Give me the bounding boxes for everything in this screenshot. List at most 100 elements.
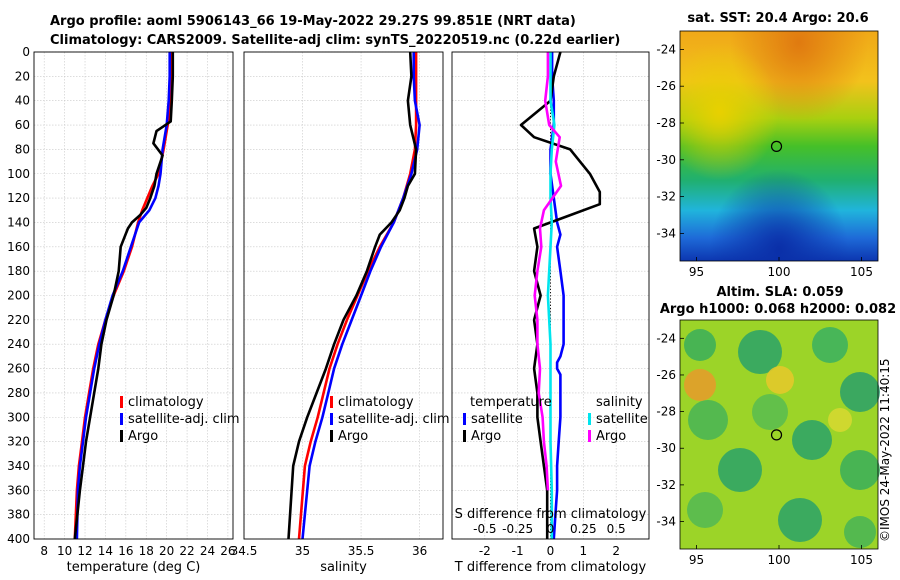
x-tick-label: 14	[98, 544, 113, 558]
y-tick-label: 80	[15, 142, 30, 156]
argo-location-marker	[770, 429, 783, 441]
y-tick-label: 380	[7, 508, 30, 522]
top-x-tick-label: -0.5	[473, 522, 496, 536]
y-tick-label: 200	[7, 289, 30, 303]
map-y-tick-label: -34	[656, 515, 676, 529]
top-x-tick-label: 0.5	[607, 522, 626, 536]
legend-swatch-s-argo	[588, 430, 591, 442]
y-tick-label: 360	[7, 483, 30, 497]
temperature-profile-panel: 0 20 40 60 80 100 120 140 160 180 200 220 240 260 280 3…	[7, 45, 235, 575]
y-tick-label: 400	[7, 532, 30, 546]
legend-label-argo: Argo	[128, 429, 158, 444]
sst-map-title: sat. SST: 20.4 Argo: 20.6	[687, 11, 868, 26]
sst-map	[679, 30, 879, 262]
y-tick-label: 60	[15, 118, 30, 132]
legend-label-temperature: temperature	[470, 395, 552, 410]
series-line-salinity-satellite	[546, 52, 556, 539]
salinity-profile-panel: 34.5 35 35.5 36 salinity	[231, 51, 444, 575]
x-tick-label: 34.5	[231, 544, 258, 558]
map-y-tick-label: -34	[656, 226, 676, 240]
map-x-tick-label: 100	[768, 553, 791, 567]
series-line-argo	[287, 52, 418, 539]
y-tick-label: 320	[7, 435, 30, 449]
series-line-satellite-adj-clim	[301, 52, 421, 539]
map-y-tick-label: -32	[656, 190, 676, 204]
y-tick-label: 120	[7, 191, 30, 205]
legend-swatch-t-argo	[463, 430, 466, 442]
map-y-tick-label: -28	[656, 405, 676, 419]
axes-frame	[243, 51, 444, 540]
legend-label-s-argo: Argo	[596, 429, 626, 444]
x-tick-label: -2	[479, 544, 491, 558]
y-tick-label: 160	[7, 240, 30, 254]
temperature-legend: climatology satellite-adj. clim Argo	[120, 395, 240, 444]
legend-label-climatology: climatology	[338, 395, 414, 410]
sla-map-subtitle: Argo h1000: 0.068 h2000: 0.082	[660, 302, 896, 317]
map-y-tick-label: -30	[656, 153, 676, 167]
map-x-tick-label: 105	[850, 553, 873, 567]
x-tick-label: 18	[139, 544, 154, 558]
map-y-tick-label: -24	[656, 42, 676, 56]
y-tick-label: 260	[7, 362, 30, 376]
argo-location-marker	[770, 140, 783, 152]
axes-frame	[33, 51, 234, 540]
x-axis-label: salinity	[320, 560, 367, 575]
x-axis-label: temperature (deg C)	[67, 560, 201, 575]
map-y-tick-label: -26	[656, 368, 676, 382]
top-x-axis-label: S difference from climatology	[455, 507, 647, 522]
y-tick-label: 20	[15, 69, 30, 83]
y-tick-label: 300	[7, 410, 30, 424]
legend-swatch-satellite-clim	[330, 413, 333, 425]
legend-label-satellite-clim: satellite-adj. clim	[338, 412, 450, 427]
legend-label-climatology: climatology	[128, 395, 204, 410]
top-x-tick-label: 0.25	[570, 522, 597, 536]
x-tick-label: 20	[159, 544, 174, 558]
sla-anomaly-blob	[844, 516, 876, 548]
map-y-tick-label: -28	[656, 116, 676, 130]
sla-anomaly-blob	[752, 394, 788, 430]
map-y-tick-label: -26	[656, 79, 676, 93]
x-tick-label: 24	[200, 544, 215, 558]
x-axis-label: T difference from climatology	[454, 560, 647, 575]
x-tick-label: 35	[295, 544, 310, 558]
y-tick-label: 240	[7, 337, 30, 351]
series-line-temperature-argo	[519, 52, 602, 539]
legend-swatch-climatology	[330, 396, 333, 408]
sla-anomaly-blob	[812, 327, 848, 363]
map-x-tick-label: 105	[850, 265, 873, 279]
x-tick-label: 0	[547, 544, 555, 558]
sla-anomaly-blob	[840, 450, 880, 490]
y-tick-label: 340	[7, 459, 30, 473]
watermark-imos: ©IMOS 24-May-2022 11:40:15	[878, 358, 892, 542]
top-x-tick-label: -0.25	[502, 522, 533, 536]
legend-swatch-argo	[120, 430, 123, 442]
x-tick-label: 10	[57, 544, 72, 558]
map-y-tick-label: -32	[656, 478, 676, 492]
sla-anomaly-blob	[684, 329, 716, 361]
top-x-tick-label: 0	[547, 522, 555, 536]
legend-label-argo: Argo	[338, 429, 368, 444]
y-tick-label: 280	[7, 386, 30, 400]
x-tick-label: 8	[40, 544, 48, 558]
sla-anomaly-blob	[828, 408, 852, 432]
sla-anomaly-blob	[766, 366, 794, 394]
legend-swatch-satellite-clim	[120, 413, 123, 425]
series-line-satellite-adj-clim	[75, 52, 171, 539]
sla-anomaly-blob	[718, 448, 762, 492]
sla-anomaly-blob	[738, 330, 782, 374]
legend-swatch-argo	[330, 430, 333, 442]
x-tick-label: 1	[580, 544, 588, 558]
sla-map-title: Altim. SLA: 0.059	[717, 285, 844, 300]
y-tick-label: 40	[15, 94, 30, 108]
legend-label-t-argo: Argo	[471, 429, 501, 444]
y-tick-label: 0	[22, 45, 30, 59]
x-tick-label: 12	[77, 544, 92, 558]
series-line-salinity-argo	[533, 52, 563, 491]
figure-title-line2: Climatology: CARS2009. Satellite-adj cli…	[50, 33, 621, 48]
x-tick-label: 2	[612, 544, 620, 558]
sla-anomaly-blob	[840, 372, 880, 412]
x-tick-label: 16	[118, 544, 133, 558]
legend-label-s-satellite: satellite	[596, 412, 648, 427]
x-tick-label: -1	[512, 544, 524, 558]
